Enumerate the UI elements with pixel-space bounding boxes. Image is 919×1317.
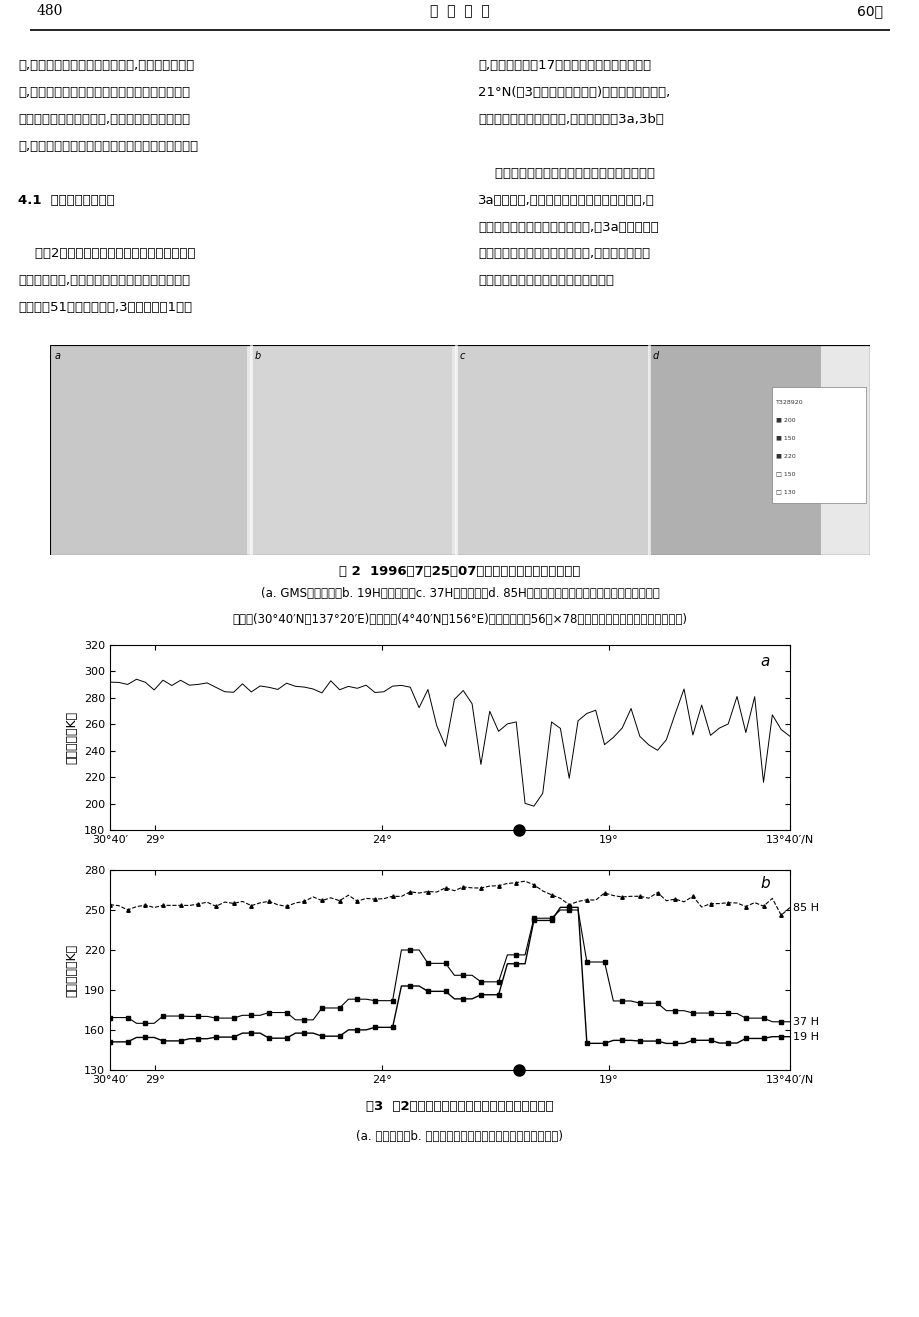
- Text: 红外窗区通道反映的是云顶温度的变化。从图: 红外窗区通道反映的是云顶温度的变化。从图: [478, 166, 654, 179]
- Text: 称,从红外图像上可以看出它的云系轮廓呈逗点状。: 称,从红外图像上可以看出它的云系轮廓呈逗点状。: [18, 140, 199, 153]
- Text: 19 H: 19 H: [792, 1031, 819, 1042]
- Text: (a. GMS红外图像，b. 19H微波图像，c. 37H微波图像，d. 85H微波图像；图像为等经纬度投影，范围为：: (a. GMS红外图像，b. 19H微波图像，c. 37H微波图像，d. 85H…: [260, 587, 659, 601]
- Text: 4.1  单通道剖面图分析: 4.1 单通道剖面图分析: [18, 194, 115, 207]
- FancyBboxPatch shape: [50, 345, 869, 554]
- Text: b: b: [759, 876, 769, 892]
- Text: 弱变性成温带气旋的台风,它的结构已明显地不对: 弱变性成温带气旋的台风,它的结构已明显地不对: [18, 113, 190, 125]
- Text: 60卷: 60卷: [857, 4, 882, 18]
- Bar: [456, 345, 648, 554]
- Text: a: a: [759, 655, 769, 669]
- Text: 左上角(30°40′N，137°20′E)，右下角(4°40′N，156°E)，图像大小：56行×78列，图中竖线为一维剖面所取位置): 左上角(30°40′N，137°20′E)，右下角(4°40′N，156°E)，…: [233, 612, 686, 626]
- Text: 85 H: 85 H: [792, 902, 819, 913]
- Text: (a. 红外亮温，b. 微波亮温；图下部的圆点代表台风眼的位置): (a. 红外亮温，b. 微波亮温；图下部的圆点代表台风眼的位置): [357, 1130, 563, 1143]
- Text: T328920: T328920: [775, 399, 802, 404]
- Text: 图3  图2所示穿过台风眼的剖面上亮温的变化曲线: 图3 图2所示穿过台风眼的剖面上亮温的变化曲线: [366, 1100, 553, 1113]
- Bar: [251, 345, 451, 554]
- Text: ■ 220: ■ 220: [775, 453, 795, 458]
- Text: 的卷云罩遮住了云系内部的螺旋云带。: 的卷云罩遮住了云系内部的螺旋云带。: [478, 274, 614, 287]
- Text: 图 2  1996年7月25日07时日本附近洋面上的热带气旋: 图 2 1996年7月25日07时日本附近洋面上的热带气旋: [339, 565, 580, 578]
- Text: □ 150: □ 150: [775, 471, 794, 475]
- Text: b: b: [255, 352, 261, 361]
- Text: ■ 200: ■ 200: [775, 417, 794, 423]
- Text: 条南北向剖面,剖面位置已在图像上标出。微波图: 条南北向剖面,剖面位置已在图像上标出。微波图: [18, 274, 190, 287]
- Text: 在的地方却没有什么特别的特征,因为对流云上部: 在的地方却没有什么特别的特征,因为对流云上部: [478, 248, 650, 261]
- Text: a: a: [54, 352, 60, 361]
- Text: 在图2所示的红外、微波图像上穿过眼区取一: 在图2所示的红外、微波图像上穿过眼区取一: [18, 248, 196, 261]
- Y-axis label: 红外亮温（K）: 红外亮温（K）: [65, 711, 78, 764]
- Text: 21°N(图3中用一圆点标识出)。取纬度为横坐标,: 21°N(图3中用一圆点标识出)。取纬度为横坐标,: [478, 86, 670, 99]
- Text: 气  象  学  报: 气 象 学 报: [430, 4, 489, 18]
- Text: 映出卷云罩的丝缕状结构。但是,图3a上台风眼所: 映出卷云罩的丝缕状结构。但是,图3a上台风眼所: [478, 220, 658, 233]
- Bar: [50, 345, 246, 554]
- Bar: [648, 345, 820, 554]
- Text: 3a可以看出,云顶亮温在剖面上变动幅度很大,反: 3a可以看出,云顶亮温在剖面上变动幅度很大,反: [478, 194, 654, 207]
- Text: d: d: [652, 352, 658, 361]
- Bar: [771, 387, 865, 503]
- Text: 度,剖面总跨度为17个纬度。眼区所在的位置在: 度,剖面总跨度为17个纬度。眼区所在的位置在: [478, 59, 651, 71]
- Text: 像剖面由51个象素点组成,3个象素代表1个纬: 像剖面由51个象素点组成,3个象素代表1个纬: [18, 302, 192, 315]
- Text: c: c: [460, 352, 465, 361]
- Text: 致,已经对微波图像作了反转处理,即白色表示低亮: 致,已经对微波图像作了反转处理,即白色表示低亮: [18, 59, 195, 71]
- Text: 37 H: 37 H: [792, 1017, 819, 1027]
- Text: 温,黑色表示高亮温。这些图像显示了一个正在减: 温,黑色表示高亮温。这些图像显示了一个正在减: [18, 86, 190, 99]
- Y-axis label: 微波亮温（K）: 微波亮温（K）: [65, 943, 78, 997]
- Text: ■ 150: ■ 150: [775, 436, 794, 440]
- Text: □ 130: □ 130: [775, 489, 794, 494]
- Text: 红外、微波亮温为纵坐标,分别作剖面图3a,3b。: 红外、微波亮温为纵坐标,分别作剖面图3a,3b。: [478, 113, 664, 125]
- Text: 480: 480: [37, 4, 63, 18]
